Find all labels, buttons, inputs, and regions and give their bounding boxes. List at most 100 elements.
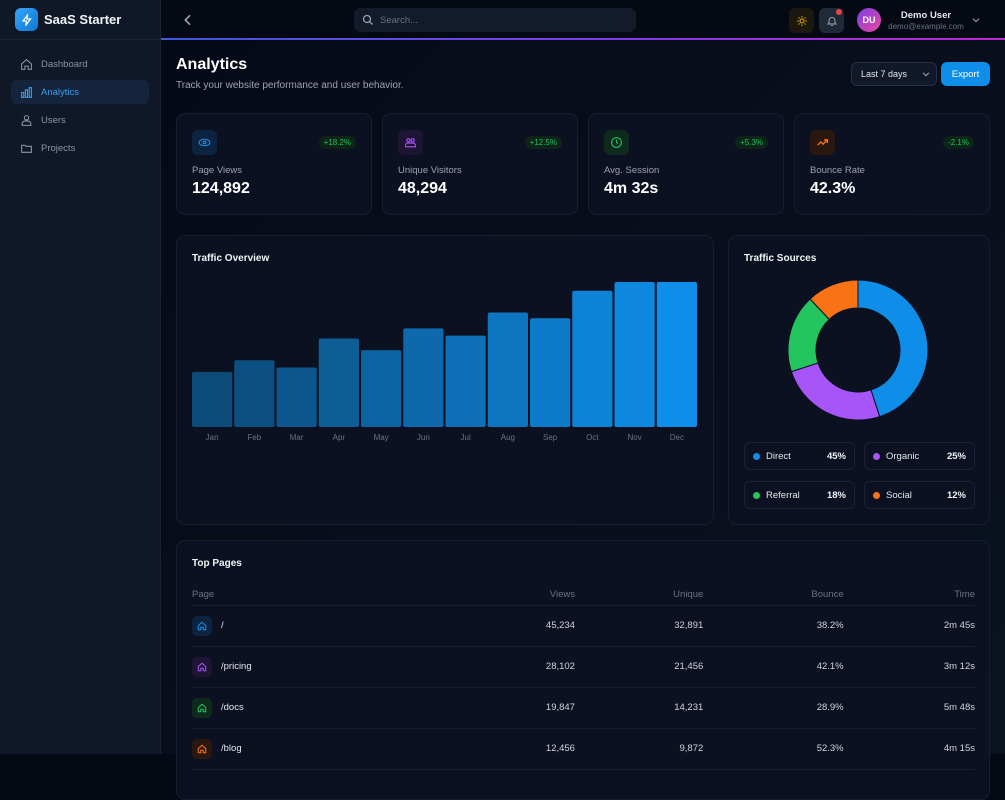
bar-jun[interactable] xyxy=(403,328,443,427)
legend-name: Direct xyxy=(766,451,827,462)
views-cell: 45,234 xyxy=(382,605,574,646)
x-tick-label: Oct xyxy=(586,433,599,442)
stat-value: 124,892 xyxy=(192,180,250,198)
clock-icon xyxy=(604,130,629,155)
time-cell: 5m 48s xyxy=(844,687,975,728)
legend-value: 45% xyxy=(827,451,846,462)
legend-item-social: Social 12% xyxy=(864,481,975,509)
brand[interactable]: SaaS Starter xyxy=(0,0,160,40)
sidebar-item-users[interactable]: Users xyxy=(11,108,149,132)
change-badge: +12.5% xyxy=(525,136,562,149)
legend-name: Organic xyxy=(886,451,947,462)
bounce-cell: 42.1% xyxy=(703,646,843,687)
top-pages-table: Page Views Unique Bounce Time / 45,234 3… xyxy=(192,585,975,770)
page-cell: /pricing xyxy=(192,646,382,687)
date-range-select[interactable]: Last 7 days xyxy=(851,62,937,86)
bar-may[interactable] xyxy=(361,350,401,427)
unique-cell: 32,891 xyxy=(575,605,703,646)
bar-feb[interactable] xyxy=(234,360,274,427)
column-header-bounce[interactable]: Bounce xyxy=(703,585,843,605)
theme-toggle-button[interactable] xyxy=(789,8,814,33)
legend-dot xyxy=(873,453,880,460)
x-tick-label: Apr xyxy=(333,433,346,442)
sidebar: SaaS Starter Dashboard Analytics Users P… xyxy=(0,0,161,754)
sidebar-item-label: Analytics xyxy=(41,87,79,98)
page-subtitle: Track your website performance and user … xyxy=(176,80,404,91)
search-input[interactable] xyxy=(380,15,620,26)
sidebar-item-dashboard[interactable]: Dashboard xyxy=(11,52,149,76)
export-button[interactable]: Export xyxy=(941,62,990,86)
table-row[interactable]: /pricing 28,102 21,456 42.1% 3m 12s xyxy=(192,646,975,687)
page-cell: /blog xyxy=(192,728,382,769)
table-row[interactable]: / 45,234 32,891 38.2% 2m 45s xyxy=(192,605,975,646)
views-cell: 28,102 xyxy=(382,646,574,687)
change-badge: +5.3% xyxy=(735,136,768,149)
traffic-sources-card: Traffic Sources Direct 45% Organic 25% R… xyxy=(728,235,990,525)
sidebar-nav: Dashboard Analytics Users Projects xyxy=(0,40,160,160)
chevron-down-icon[interactable] xyxy=(971,15,981,25)
column-header-unique[interactable]: Unique xyxy=(575,585,703,605)
notification-dot xyxy=(836,9,842,15)
search-bar[interactable] xyxy=(354,8,636,32)
avatar[interactable]: DU xyxy=(857,8,881,32)
sidebar-item-analytics[interactable]: Analytics xyxy=(11,80,149,104)
time-cell: 2m 45s xyxy=(844,605,975,646)
bar-mar[interactable] xyxy=(277,368,317,427)
legend-dot xyxy=(753,492,760,499)
stat-card-unique-visitors: +12.5% Unique Visitors 48,294 xyxy=(382,113,578,215)
bar-apr[interactable] xyxy=(319,339,359,427)
legend-name: Social xyxy=(886,490,947,501)
zap-icon xyxy=(15,8,38,31)
user-name[interactable]: Demo User xyxy=(886,10,966,21)
time-cell: 4m 15s xyxy=(844,728,975,769)
bar-jul[interactable] xyxy=(446,336,486,427)
notifications-button[interactable] xyxy=(819,8,844,33)
stat-card-bounce-rate: -2.1% Bounce Rate 42.3% xyxy=(794,113,990,215)
stat-label: Page Views xyxy=(192,165,242,176)
legend-value: 25% xyxy=(947,451,966,462)
page-cell: /docs xyxy=(192,687,382,728)
sidebar-item-projects[interactable]: Projects xyxy=(11,136,149,160)
chevron-left-icon[interactable] xyxy=(180,12,196,28)
bounce-cell: 28.9% xyxy=(703,687,843,728)
bar-aug[interactable] xyxy=(488,312,528,427)
views-cell: 12,456 xyxy=(382,728,574,769)
legend-dot xyxy=(753,453,760,460)
unique-cell: 14,231 xyxy=(575,687,703,728)
bar-oct[interactable] xyxy=(572,291,612,427)
traffic-donut-chart xyxy=(729,236,991,436)
date-range-value: Last 7 days xyxy=(861,69,907,79)
x-tick-label: Jun xyxy=(417,433,430,442)
slice-organic[interactable] xyxy=(791,363,879,420)
bar-jan[interactable] xyxy=(192,372,232,427)
column-header-views[interactable]: Views xyxy=(382,585,574,605)
page-path[interactable]: /docs xyxy=(221,702,244,713)
page-path[interactable]: / xyxy=(221,620,224,631)
page-path[interactable]: /pricing xyxy=(221,661,252,672)
bar-sep[interactable] xyxy=(530,318,570,427)
unique-cell: 21,456 xyxy=(575,646,703,687)
column-header-page[interactable]: Page xyxy=(192,585,382,605)
table-row[interactable]: /blog 12,456 9,872 52.3% 4m 15s xyxy=(192,728,975,769)
search-icon xyxy=(362,14,374,26)
home-icon xyxy=(192,657,212,677)
x-tick-label: May xyxy=(374,433,389,442)
bar-dec[interactable] xyxy=(657,282,697,427)
unique-cell: 9,872 xyxy=(575,728,703,769)
x-tick-label: Sep xyxy=(543,433,558,442)
bounce-cell: 52.3% xyxy=(703,728,843,769)
legend-dot xyxy=(873,492,880,499)
bar-nov[interactable] xyxy=(615,282,655,427)
column-header-time[interactable]: Time xyxy=(844,585,975,605)
legend-value: 12% xyxy=(947,490,966,501)
trending-up-icon xyxy=(810,130,835,155)
stat-label: Bounce Rate xyxy=(810,165,865,176)
table-row[interactable]: /docs 19,847 14,231 28.9% 5m 48s xyxy=(192,687,975,728)
x-tick-label: Jan xyxy=(206,433,219,442)
bar-chart-icon xyxy=(20,86,33,99)
page-path[interactable]: /blog xyxy=(221,743,242,754)
eye-icon xyxy=(192,130,217,155)
users-icon xyxy=(398,130,423,155)
